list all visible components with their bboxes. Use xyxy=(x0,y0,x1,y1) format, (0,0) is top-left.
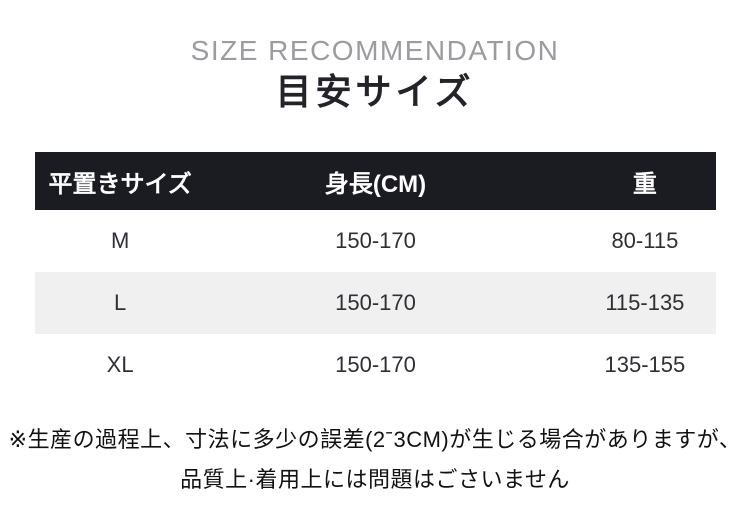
size-cell: XL xyxy=(106,352,134,377)
page-title: 目安サイズ xyxy=(275,71,475,112)
weight-cell: 135-155 xyxy=(604,352,686,377)
column-header-weight: 重 xyxy=(632,170,657,198)
footnote-line-1: ※生産の過程上、寸法に多少の誤差(2ˉ3CM)が生じる場合がありますが、 xyxy=(8,427,742,452)
height-cell: 150-170 xyxy=(335,290,416,315)
weight-cell: 80-115 xyxy=(611,228,679,253)
height-cell: 150-170 xyxy=(335,352,416,377)
table-row-l: L 150-170 115-135 xyxy=(35,272,716,334)
size-cell: M xyxy=(110,228,130,253)
table-header-row: 平置きサイズ 身長(CM) 重 xyxy=(35,152,716,210)
height-cell: 150-170 xyxy=(335,228,416,253)
table-row-xl: XL 150-170 135-155 xyxy=(35,334,716,396)
page-subtitle-en: SIZE RECOMMENDATION xyxy=(190,35,560,66)
table-row-m: M 150-170 80-115 xyxy=(35,210,716,272)
column-header-flat-size: 平置きサイズ xyxy=(48,170,192,198)
column-header-height-cm: 身長(CM) xyxy=(324,170,427,198)
footnote: ※生産の過程上、寸法に多少の誤差(2ˉ3CM)が生じる場合がありますが、 品質上… xyxy=(0,420,750,500)
size-cell: L xyxy=(114,290,127,315)
weight-cell: 115-135 xyxy=(605,290,685,315)
size-table: 平置きサイズ 身長(CM) 重 M 150-170 80-115 L 150-1… xyxy=(35,152,716,396)
footnote-line-2: 品質上·着用上には問題はごさいません xyxy=(180,467,570,492)
